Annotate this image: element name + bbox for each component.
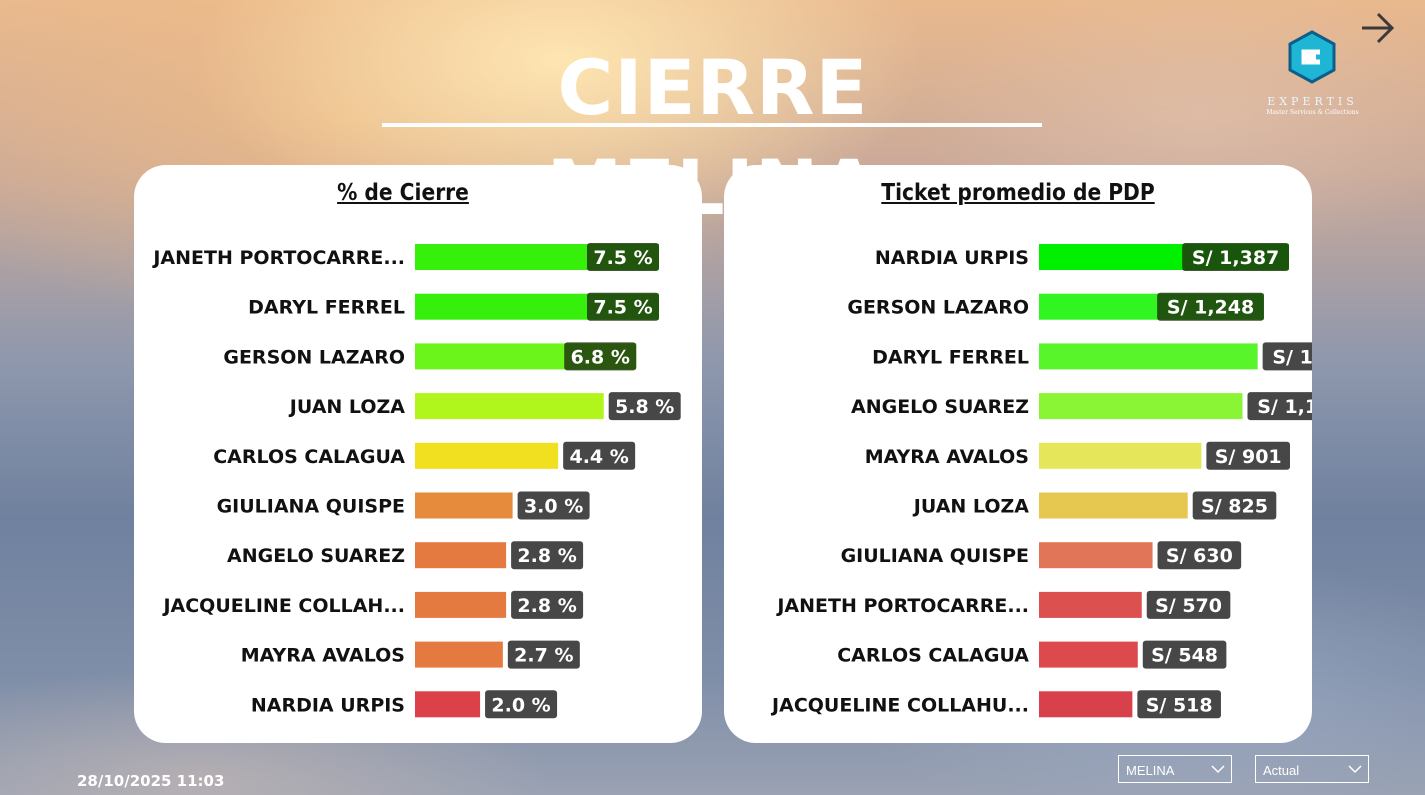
value-label-box: [587, 243, 659, 271]
bar[interactable]: [415, 542, 507, 569]
bar[interactable]: [415, 641, 503, 668]
value-label-box: [1192, 491, 1277, 520]
bar[interactable]: [1039, 492, 1188, 519]
value-label-box: [564, 342, 637, 371]
category-label: NARDIA URPIS: [251, 694, 405, 716]
value-label-box: [1142, 640, 1227, 669]
bar[interactable]: [1039, 691, 1133, 718]
value-label-box: [563, 441, 636, 470]
category-label: DARYL FERREL: [872, 346, 1029, 368]
bar[interactable]: [415, 393, 604, 420]
logo-wordmark: EXPERTIS: [1267, 95, 1358, 108]
value-label-box: [1182, 243, 1289, 271]
category-label: GIULIANA QUISPE: [841, 545, 1029, 567]
period-filter-dropdown[interactable]: Actual: [1255, 755, 1369, 783]
bar[interactable]: [415, 691, 481, 718]
expertis-e-logo: [1288, 30, 1336, 84]
bar[interactable]: [1039, 641, 1138, 668]
category-label: ANGELO SUAREZ: [227, 545, 405, 567]
chevron-down-icon: [1211, 765, 1225, 774]
category-label: JANETH PORTOCARRE...: [151, 247, 405, 269]
value-label-box: [1146, 590, 1231, 619]
value-label-box: [1157, 541, 1242, 570]
value-label: 2.7 %: [514, 645, 573, 667]
value-label-box: [1247, 392, 1312, 421]
closing-rate-bar-chart: JANETH PORTOCARRE... 7.5 % DARYL FERREL 7.5…: [151, 243, 681, 719]
bar[interactable]: [1039, 343, 1258, 370]
category-label: JUAN LOZA: [288, 396, 405, 418]
category-label: MAYRA AVALOS: [865, 446, 1029, 468]
category-label: DARYL FERREL: [248, 297, 405, 319]
value-label: 6.8 %: [571, 346, 630, 368]
title-underline: [382, 123, 1042, 127]
bar[interactable]: [1039, 442, 1202, 469]
category-label: JANETH PORTOCARRE...: [775, 595, 1029, 617]
avg-ticket-bar-chart: NARDIA URPIS S/ 1,387 GERSON LAZARO S/ 1,24…: [770, 243, 1312, 719]
value-label: S/ 630: [1166, 545, 1233, 567]
category-label: MAYRA AVALOS: [241, 645, 405, 667]
last-refresh-timestamp: 28/10/2025 11:03: [77, 772, 225, 790]
agent-filter-dropdown[interactable]: MELINA: [1118, 755, 1232, 783]
agent-filter-value: MELINA: [1126, 763, 1175, 778]
value-label: S/ 1,213: [1272, 346, 1312, 368]
chart-title-closing-rate: % de Cierre: [337, 180, 469, 206]
category-label: JACQUELINE COLLAHU...: [770, 694, 1029, 716]
category-label: NARDIA URPIS: [875, 247, 1029, 269]
bar[interactable]: [415, 591, 507, 618]
logo-tagline: Master Services & Collections: [1266, 109, 1359, 116]
value-label: S/ 518: [1146, 694, 1213, 716]
value-label-box: [1262, 342, 1312, 371]
bar[interactable]: [1039, 393, 1243, 420]
value-label: 2.0 %: [491, 694, 550, 716]
value-label-box: [608, 392, 681, 421]
value-label: S/ 1,129: [1257, 396, 1312, 418]
category-label: ANGELO SUAREZ: [851, 396, 1029, 418]
value-label: 2.8 %: [517, 545, 576, 567]
value-label: S/ 548: [1151, 645, 1218, 667]
value-label-box: [511, 590, 584, 619]
value-label: 3.0 %: [524, 496, 583, 518]
value-label: S/ 825: [1201, 496, 1268, 518]
value-label: 7.5 %: [593, 297, 652, 319]
value-label-box: [485, 690, 558, 719]
chevron-down-icon: [1348, 765, 1362, 774]
bar[interactable]: [1039, 542, 1153, 569]
value-label-box: [587, 292, 659, 321]
value-label: S/ 570: [1155, 595, 1222, 617]
value-label: 4.4 %: [569, 446, 628, 468]
category-label: CARLOS CALAGUA: [213, 446, 405, 468]
value-label-box: [1157, 292, 1264, 321]
category-label: JUAN LOZA: [912, 496, 1029, 518]
value-label: S/ 901: [1215, 446, 1282, 468]
bar[interactable]: [415, 492, 513, 519]
value-label-box: [511, 541, 584, 570]
chart-title-avg-ticket: Ticket promedio de PDP: [881, 180, 1155, 206]
category-label: GIULIANA QUISPE: [217, 496, 405, 518]
category-label: CARLOS CALAGUA: [837, 645, 1029, 667]
category-label: GERSON LAZARO: [223, 346, 405, 368]
value-label-box: [507, 640, 580, 669]
value-label: 2.8 %: [517, 595, 576, 617]
value-label-box: [517, 491, 590, 520]
value-label: 7.5 %: [593, 247, 652, 269]
value-label-box: [1137, 690, 1221, 719]
bar[interactable]: [1039, 591, 1142, 618]
bar[interactable]: [415, 442, 559, 469]
value-label: S/ 1,248: [1167, 297, 1254, 319]
arrow-right-icon[interactable]: [1358, 8, 1398, 48]
period-filter-value: Actual: [1263, 763, 1300, 778]
category-label: JACQUELINE COLLAH...: [161, 595, 405, 617]
category-label: GERSON LAZARO: [847, 297, 1029, 319]
value-label-box: [1206, 441, 1291, 470]
value-label: 5.8 %: [615, 396, 674, 418]
value-label: S/ 1,387: [1192, 247, 1279, 269]
